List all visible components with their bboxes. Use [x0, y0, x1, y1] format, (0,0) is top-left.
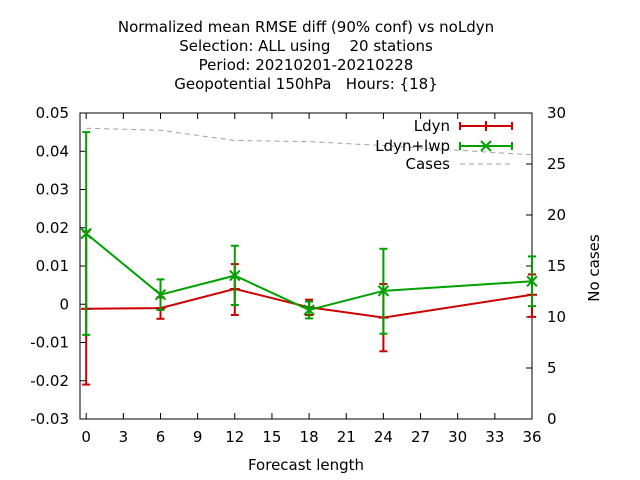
- legend-label: Cases: [405, 155, 450, 173]
- x-tick-label: 12: [225, 428, 244, 446]
- series-line-ldyn: [86, 287, 533, 319]
- data-point: [80, 227, 92, 240]
- data-point: [154, 288, 167, 301]
- y2-tick-label: 0: [547, 410, 557, 428]
- legend-label: Ldyn+lwp: [375, 137, 450, 155]
- y2-tick-label: 25: [547, 155, 566, 173]
- y-tick-label: 0.02: [36, 219, 69, 237]
- data-point: [377, 285, 390, 297]
- data-point: [526, 275, 538, 288]
- chart-title: Normalized mean RMSE diff (90% conf) vs …: [118, 18, 494, 93]
- series-line-ldyn-lwp: [85, 232, 533, 312]
- x-tick-label: 9: [193, 428, 203, 446]
- x-tick-label: 30: [448, 428, 467, 446]
- y2-tick-label: 10: [547, 308, 566, 326]
- y-tick-label: -0.02: [30, 372, 69, 390]
- data-point: [303, 304, 315, 316]
- plot-frame: [79, 112, 533, 420]
- x-tick-label: 18: [300, 428, 319, 446]
- y-tick-label: 0.05: [36, 104, 69, 122]
- x-tick-label: 0: [81, 428, 91, 446]
- title-line-1: Normalized mean RMSE diff (90% conf) vs …: [118, 18, 494, 36]
- y-tick-label: 0: [59, 295, 69, 313]
- data-point: [229, 269, 241, 282]
- title-line-3: Period: 20210201-20210228: [199, 56, 414, 74]
- series-layer: [80, 127, 538, 386]
- y2-axis-title: No cases: [585, 234, 603, 302]
- x-tick-label: 6: [156, 428, 166, 446]
- title-line-2: Selection: ALL using 20 stations: [179, 37, 433, 55]
- x-axis: 0 3 6 9 12 15 18 21 24 27 30 33 36: [81, 113, 542, 446]
- y2-tick-label: 20: [547, 206, 566, 224]
- legend-marker: [480, 140, 492, 152]
- y2-tick-label: 30: [547, 104, 566, 122]
- x-tick-label: 15: [262, 428, 281, 446]
- y-tick-label: 0.04: [36, 142, 69, 160]
- legend-label: Ldyn: [414, 117, 450, 135]
- y-tick-label: 0.03: [36, 181, 69, 199]
- x-tick-label: 24: [374, 428, 393, 446]
- x-tick-label: 3: [119, 428, 129, 446]
- x-tick-label: 21: [337, 428, 356, 446]
- x-tick-label: 27: [411, 428, 430, 446]
- x-tick-label: 33: [485, 428, 504, 446]
- series-line-cases: [86, 127, 533, 156]
- y-tick-label: -0.01: [30, 334, 69, 352]
- title-line-4: Geopotential 150hPa Hours: {18}: [174, 75, 437, 93]
- y-tick-label: -0.03: [30, 410, 69, 428]
- y-tick-label: 0.01: [36, 257, 69, 275]
- y-axis-left: -0.03 -0.02 -0.01 0 0.01 0.02 0.03 0.04 0.05: [30, 104, 86, 428]
- y-axis-right: 0 5 10 15 20 25 30: [526, 104, 566, 428]
- x-axis-title: Forecast length: [248, 456, 364, 474]
- x-tick-label: 36: [522, 428, 541, 446]
- y2-tick-label: 5: [547, 359, 557, 377]
- y2-tick-label: 15: [547, 257, 566, 275]
